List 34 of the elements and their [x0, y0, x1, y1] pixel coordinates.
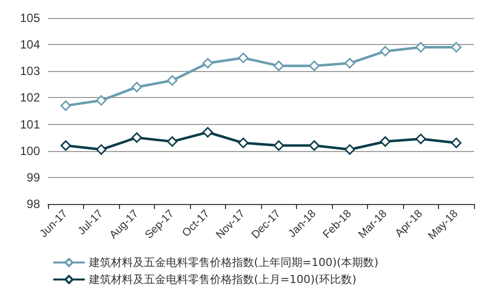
point	[202, 127, 213, 138]
point	[344, 144, 355, 155]
point	[380, 136, 390, 147]
y-tick-label: 102	[20, 90, 40, 105]
point	[451, 42, 462, 52]
y-tick-label: 104	[20, 38, 40, 52]
point	[202, 58, 213, 68]
point	[416, 134, 426, 144]
point	[96, 95, 106, 106]
point	[96, 144, 106, 155]
point	[380, 46, 390, 56]
point	[167, 136, 178, 147]
point	[167, 75, 178, 86]
point	[309, 60, 320, 72]
y-tick-label: 105	[20, 11, 40, 25]
point	[238, 52, 248, 64]
y-tick-label: 101	[20, 117, 40, 132]
point	[309, 140, 320, 151]
legend-label: 建筑材料及五金电料零售价格指数(上月=100)(环比数)	[88, 273, 356, 286]
y-tick-label: 103	[20, 64, 40, 78]
y-tick-label: 98	[26, 197, 40, 211]
point	[451, 138, 462, 148]
point	[238, 138, 248, 148]
point	[132, 82, 142, 92]
point	[132, 132, 142, 143]
point	[274, 140, 284, 151]
legend-label: 建筑材料及五金电料零售价格指数(上年同期=100)(本期数)	[88, 256, 378, 269]
y-tick-label: 99	[26, 170, 40, 184]
point	[344, 58, 355, 68]
point	[416, 42, 426, 52]
y-tick-label: 100	[20, 144, 40, 158]
point	[274, 60, 284, 72]
point	[60, 100, 71, 111]
point	[60, 140, 71, 151]
